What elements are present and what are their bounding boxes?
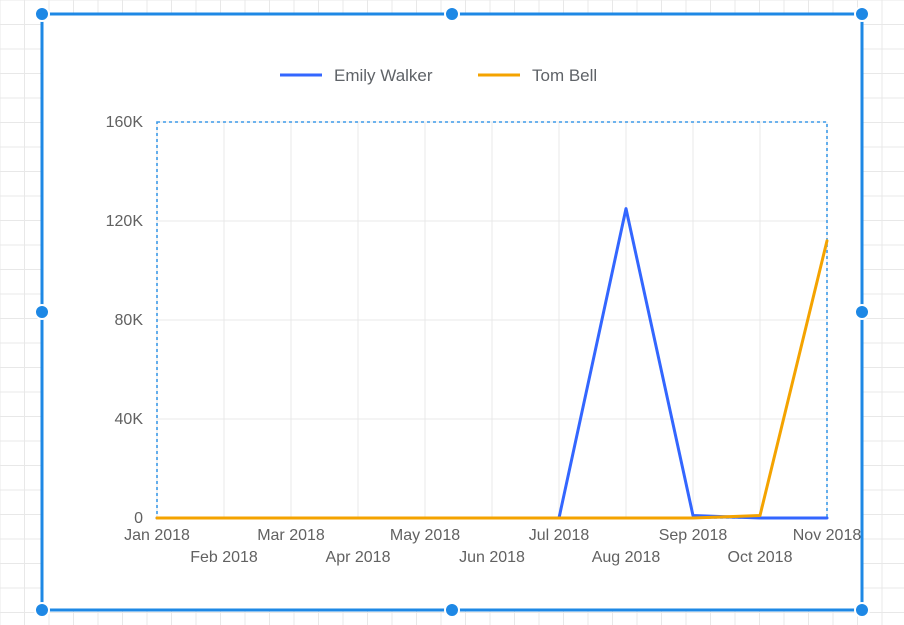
x-tick-label: Oct 2018 bbox=[728, 549, 793, 566]
resize-handle[interactable] bbox=[35, 603, 49, 617]
y-tick-label: 40K bbox=[115, 411, 144, 428]
legend-label: Emily Walker bbox=[334, 66, 433, 85]
chart-canvas: 040K80K120K160KJan 2018Feb 2018Mar 2018A… bbox=[0, 0, 904, 625]
x-tick-label: Jul 2018 bbox=[529, 527, 590, 544]
y-tick-label: 120K bbox=[106, 213, 144, 230]
resize-handle[interactable] bbox=[445, 603, 459, 617]
resize-handle[interactable] bbox=[35, 7, 49, 21]
resize-handle[interactable] bbox=[855, 305, 869, 319]
x-tick-label: Aug 2018 bbox=[592, 549, 661, 566]
y-tick-label: 160K bbox=[106, 114, 144, 131]
y-tick-label: 80K bbox=[115, 312, 144, 329]
x-tick-label: Sep 2018 bbox=[659, 527, 728, 544]
resize-handle[interactable] bbox=[445, 7, 459, 21]
resize-handle[interactable] bbox=[855, 7, 869, 21]
x-tick-label: Mar 2018 bbox=[257, 527, 325, 544]
x-tick-label: Jun 2018 bbox=[459, 549, 525, 566]
x-tick-label: Feb 2018 bbox=[190, 549, 258, 566]
x-tick-label: May 2018 bbox=[390, 527, 460, 544]
legend-label: Tom Bell bbox=[532, 66, 597, 85]
x-tick-label: Apr 2018 bbox=[326, 549, 391, 566]
resize-handle[interactable] bbox=[855, 603, 869, 617]
y-tick-label: 0 bbox=[134, 510, 143, 527]
x-tick-label: Nov 2018 bbox=[793, 527, 862, 544]
x-tick-label: Jan 2018 bbox=[124, 527, 190, 544]
resize-handle[interactable] bbox=[35, 305, 49, 319]
